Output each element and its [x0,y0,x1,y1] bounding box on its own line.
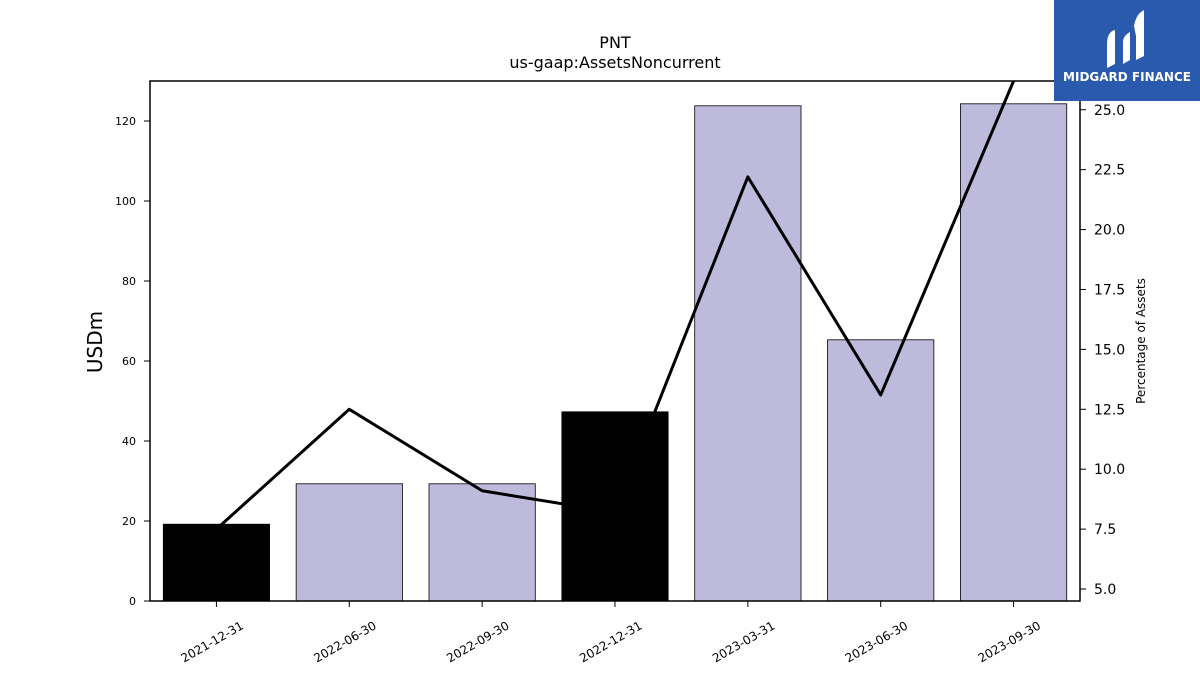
y2-axis-label: Percentage of Assets [1134,278,1148,404]
chart-title: PNT [599,33,631,52]
y-axis-label: USDm [83,311,107,373]
y-tick-label: 120 [115,115,136,128]
bar-2023-06-30 [827,339,935,602]
percentage-line-group [215,81,1015,531]
y2-tick-label: 7.5 [1094,522,1116,538]
x-tick-label: 2023-09-30 [976,618,1043,665]
bar-2023-09-30 [960,103,1068,602]
x-tick-label: 2022-09-30 [444,618,511,665]
y2-tick-label: 5.0 [1094,582,1116,598]
bar-2021-12-31 [162,523,270,602]
logo-text: MIDGARD FINANCE [1063,70,1191,84]
bar-2022-09-30 [428,483,536,602]
x-tick-label: 2022-06-30 [311,618,378,665]
y-tick-label: 40 [122,435,136,448]
bar-2023-03-31 [694,105,802,602]
y2-tick-label: 10.0 [1094,462,1125,478]
y2-tick-label: 22.5 [1094,163,1125,179]
y-tick-label: 20 [122,515,136,528]
x-tick-label: 2022-12-31 [577,618,644,665]
bar-2022-06-30 [295,483,403,602]
x-tick-label: 2023-06-30 [843,618,910,665]
percentage-line [215,81,1015,531]
y-axis-right: 5.0 7.5 10.0 12.5 15.0 17.5 20.0 22.5 25.0 [1080,103,1125,598]
y2-tick-label: 25.0 [1094,103,1125,119]
x-tick-label: 2023-03-31 [710,618,777,665]
y2-tick-label: 15.0 [1094,342,1125,358]
y-tick-label: 100 [115,195,136,208]
x-tick-label: 2021-12-31 [179,618,246,665]
y-axis-left: 0 20 40 60 80 100 120 [115,115,150,608]
y-tick-label: 60 [122,355,136,368]
y-tick-label: 0 [129,595,136,608]
y2-tick-label: 17.5 [1094,282,1125,298]
x-axis: 2021-12-31 2022-06-30 2022-09-30 2022-12-31… [179,601,1043,665]
y2-tick-label: 12.5 [1094,402,1125,418]
y2-tick-label: 20.0 [1094,223,1125,239]
chart-subtitle: us-gaap:AssetsNoncurrent [509,53,720,72]
midgard-logo-icon [1107,10,1144,68]
midgard-finance-logo: MIDGARD FINANCE [1054,0,1200,101]
bar-group [162,103,1068,602]
y-tick-label: 80 [122,275,136,288]
